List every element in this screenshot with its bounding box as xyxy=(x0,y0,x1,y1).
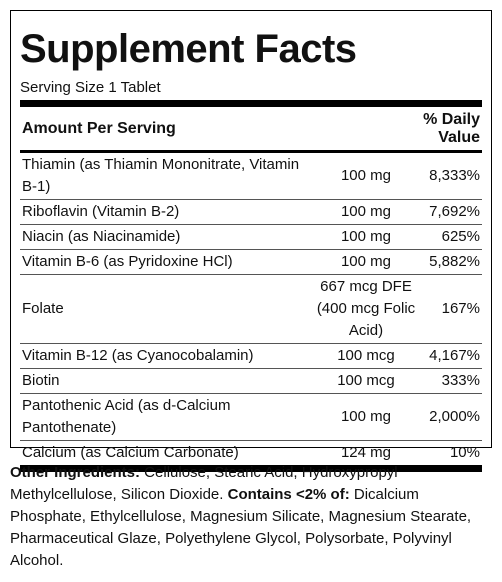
nutrient-amount: 100 mg xyxy=(314,199,418,225)
nutrient-name: Folate xyxy=(20,274,314,344)
contains-label: Contains <2% of: xyxy=(227,486,350,503)
amount-header: Amount Per Serving xyxy=(20,107,418,153)
ingredients: Other Ingredients: Cellulose, Stearic Ac… xyxy=(10,462,480,572)
daily-value: 625% xyxy=(418,224,482,250)
nutrient-amount: 667 mcg DFE (400 mcg Folic Acid) xyxy=(314,274,418,344)
daily-value: 4,167% xyxy=(418,343,482,369)
daily-value: 2,000% xyxy=(418,393,482,441)
nutrient-name: Niacin (as Niacinamide) xyxy=(20,224,314,250)
nutrient-row: Folate 667 mcg DFE (400 mcg Folic Acid) 16… xyxy=(20,274,482,344)
label-title: Supplement Facts xyxy=(20,27,357,71)
daily-value: 7,692% xyxy=(418,199,482,225)
nutrient-row: Biotin 100 mcg 333% xyxy=(20,368,482,394)
nutrient-amount: 100 mg xyxy=(314,151,418,200)
nutrient-name: Calcium (as Calcium Carbonate) xyxy=(20,440,314,472)
other-label: Other Ingredients: xyxy=(10,464,141,481)
nutrient-row: Riboflavin (Vitamin B-2) 100 mg 7,692% xyxy=(20,199,482,225)
nutrient-amount: 100 mcg xyxy=(314,368,418,394)
nutrient-name: Thiamin (as Thiamin Mononitrate, Vitamin… xyxy=(20,151,314,200)
nutrient-row: Niacin (as Niacinamide) 100 mg 625% xyxy=(20,224,482,250)
facts-table: Amount Per Serving % Daily Value Thiamin… xyxy=(20,107,482,472)
daily-value: 8,333% xyxy=(418,151,482,200)
daily-value: 10% xyxy=(418,440,482,472)
nutrient-name: Riboflavin (Vitamin B-2) xyxy=(20,199,314,225)
nutrient-amount: 124 mg xyxy=(314,440,418,472)
nutrient-row: Pantothenic Acid (as d-Calcium Pantothen… xyxy=(20,393,482,441)
nutrient-amount: 100 mg xyxy=(314,224,418,250)
nutrient-name: Pantothenic Acid (as d-Calcium Pantothen… xyxy=(20,393,314,441)
daily-value: 167% xyxy=(418,274,482,344)
nutrient-name: Vitamin B-12 (as Cyanocobalamin) xyxy=(20,343,314,369)
nutrient-name: Biotin xyxy=(20,368,314,394)
daily-value-header: % Daily Value xyxy=(418,107,482,153)
daily-value: 333% xyxy=(418,368,482,394)
nutrient-row: Calcium (as Calcium Carbonate) 124 mg 10% xyxy=(20,440,482,472)
nutrient-amount: 100 mg xyxy=(314,249,418,275)
nutrient-row: Thiamin (as Thiamin Mononitrate, Vitamin… xyxy=(20,151,482,200)
contains-text: Dicalcium Phosphate, Ethylcellulose, Mag… xyxy=(10,486,472,569)
header-row: Amount Per Serving % Daily Value xyxy=(20,107,482,153)
supplement-facts-label: Supplement Facts Serving Size 1 Tablet A… xyxy=(10,10,492,472)
nutrient-row: Vitamin B-6 (as Pyridoxine HCl) 100 mg 5,8… xyxy=(20,249,482,275)
daily-value: 5,882% xyxy=(418,249,482,275)
nutrient-amount: 100 mcg xyxy=(314,343,418,369)
nutrient-row: Vitamin B-12 (as Cyanocobalamin) 100 mcg 4… xyxy=(20,343,482,369)
other-text: Cellulose, Stearic Acid, Hydroxypropyl M… xyxy=(10,464,398,503)
nutrient-amount: 100 mg xyxy=(314,393,418,441)
nutrient-name: Vitamin B-6 (as Pyridoxine HCl) xyxy=(20,249,314,275)
serving-size: Serving Size 1 Tablet xyxy=(20,79,482,107)
